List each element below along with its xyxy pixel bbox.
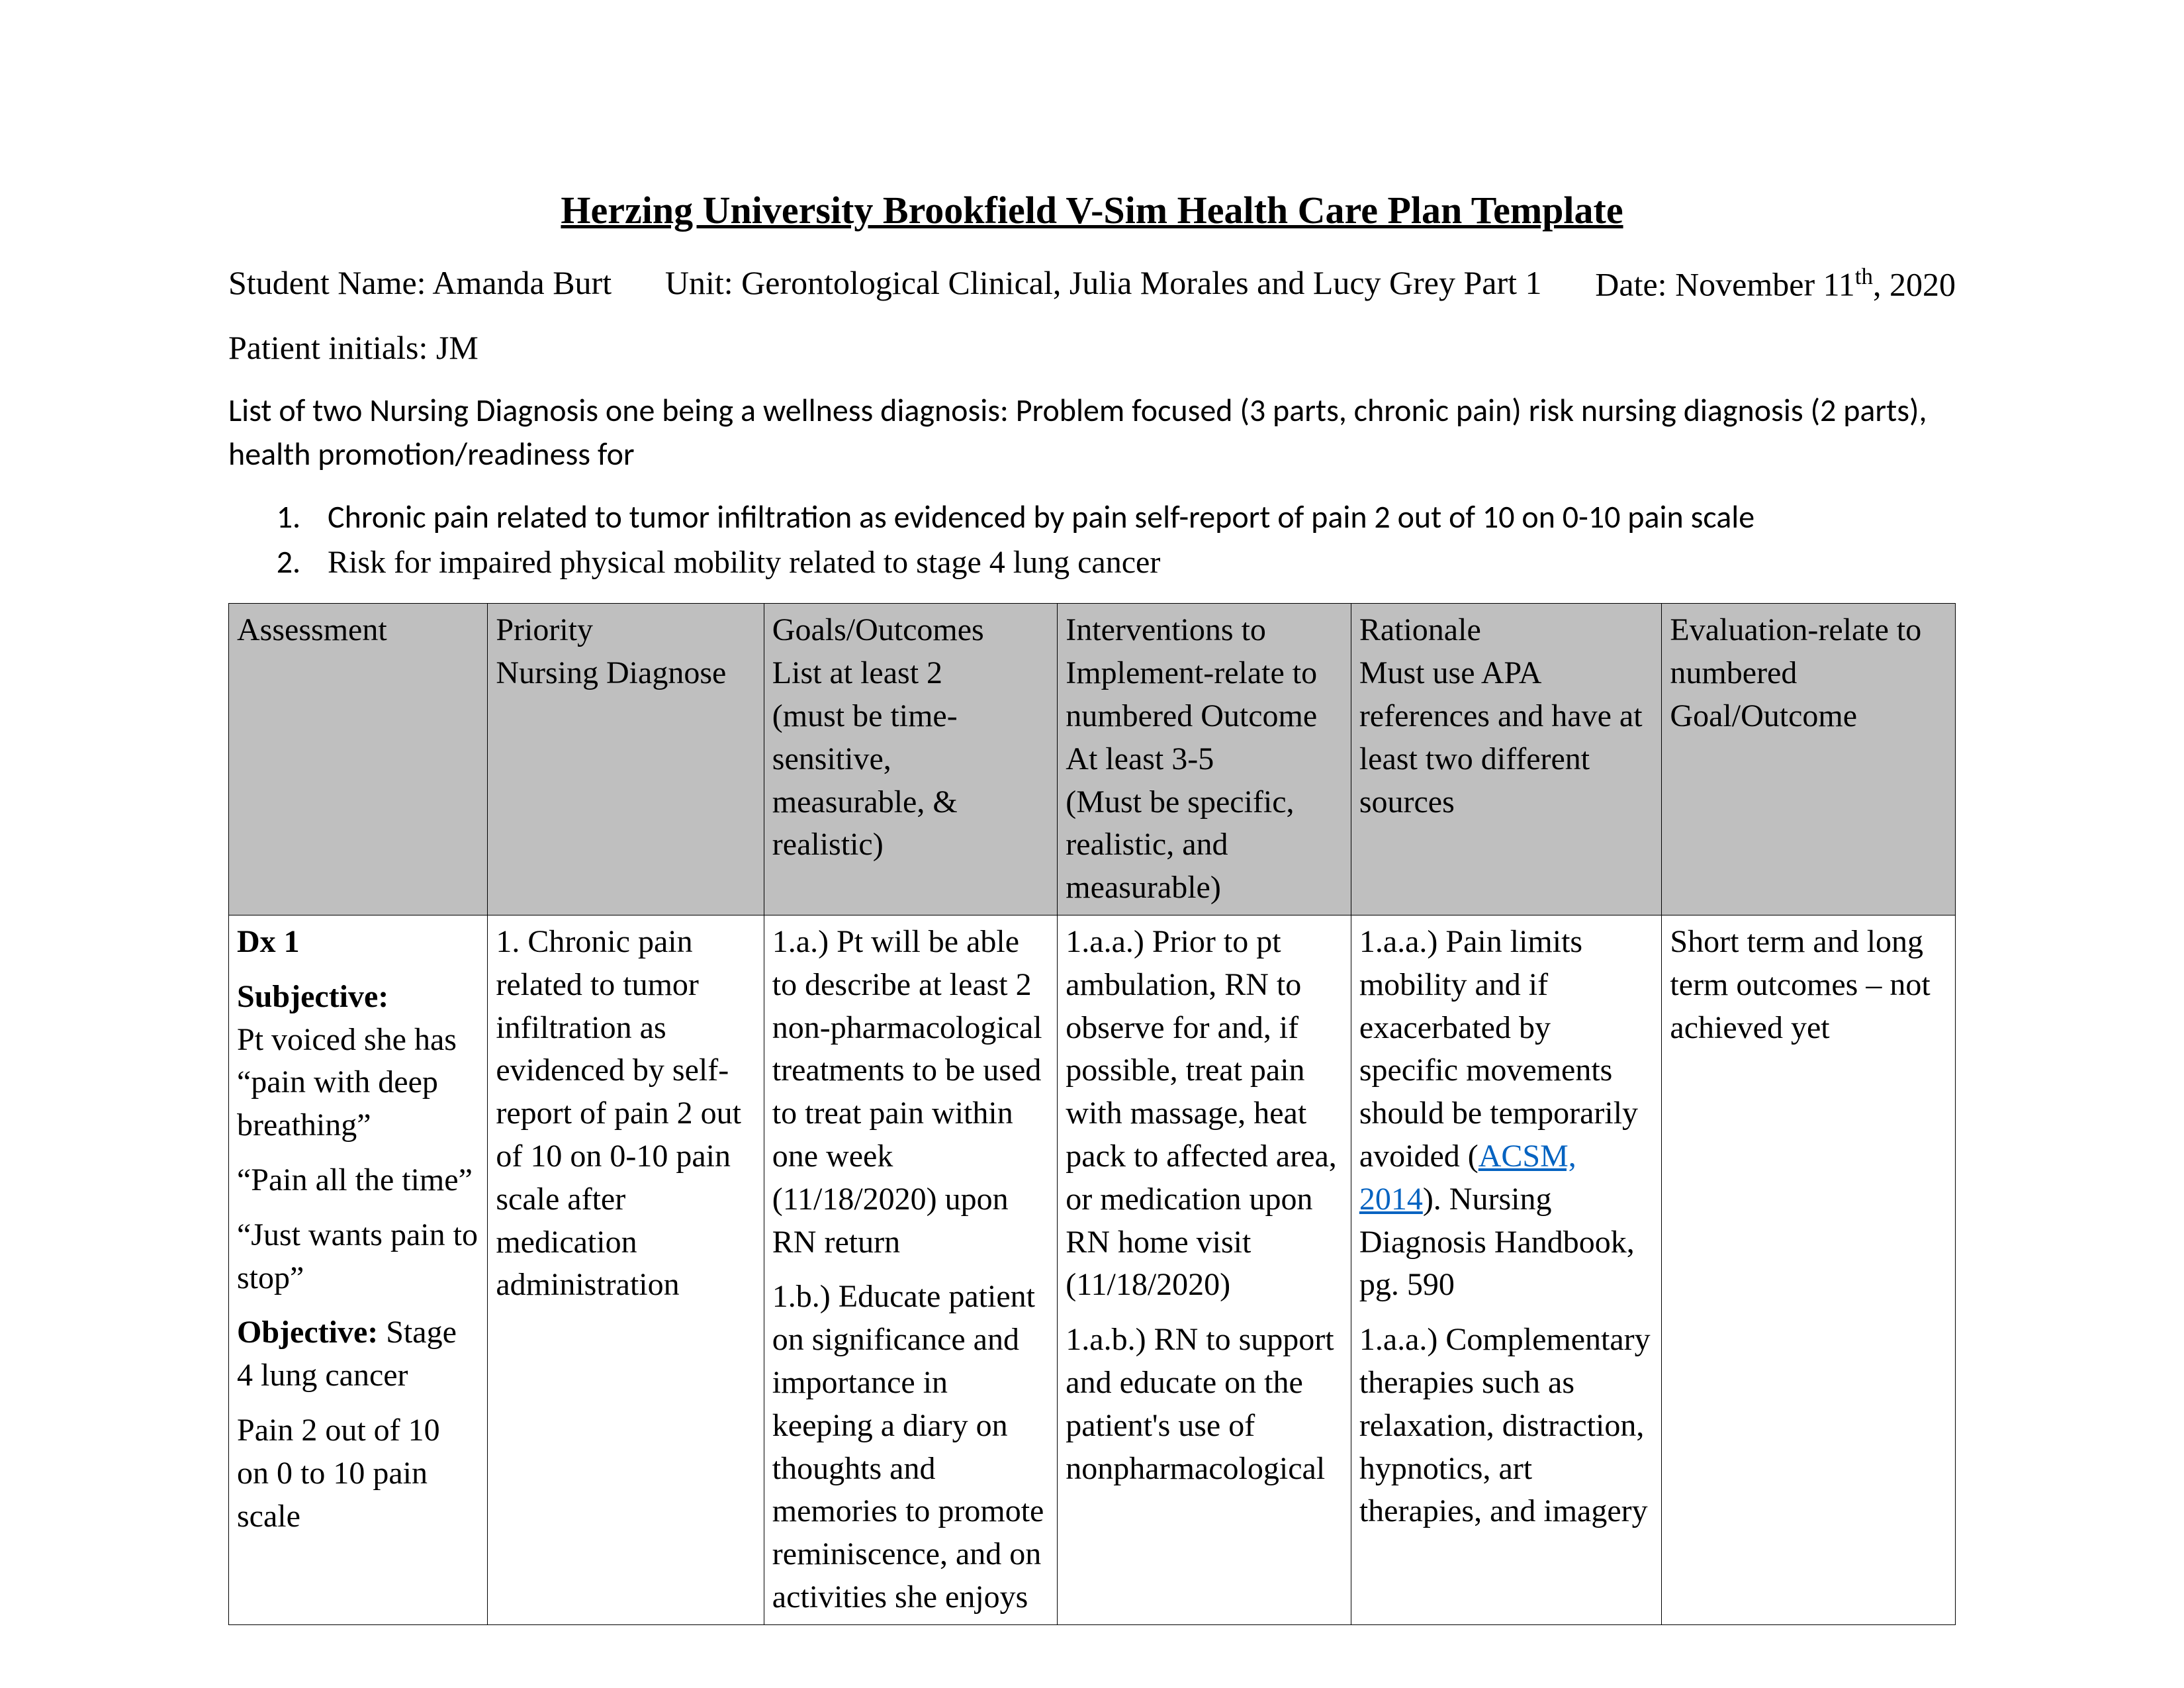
header-line: (Must be specific, realistic, and measur… <box>1066 781 1343 910</box>
col-header-assessment: Assessment <box>229 604 488 915</box>
col-header-goals: Goals/Outcomes List at least 2 (must be … <box>764 604 1058 915</box>
patient-label: Patient initials: <box>228 329 436 366</box>
cell-rationale: 1.a.a.) Pain limits mobility and if exac… <box>1351 915 1662 1625</box>
cell-evaluation: Short term and long term outcomes – not … <box>1662 915 1956 1625</box>
intervention-text: 1.a.b.) RN to support and educate on the… <box>1066 1319 1343 1490</box>
student-label: Student Name: <box>228 264 432 301</box>
header-line: (must be time-sensitive, measurable, & r… <box>772 695 1050 867</box>
col-header-priority: Priority Nursing Diagnose <box>488 604 764 915</box>
subjective-label: Subjective: <box>237 979 388 1014</box>
careplan-table: Assessment Priority Nursing Diagnose Goa… <box>228 603 1956 1624</box>
table-header-row: Assessment Priority Nursing Diagnose Goa… <box>229 604 1956 915</box>
subjective-text: “Just wants pain to stop” <box>237 1214 479 1300</box>
header-line: Interventions to Implement-relate to num… <box>1066 609 1343 737</box>
header-line: Must use APA references and have at leas… <box>1359 652 1654 823</box>
header-line: Goals/Outcomes <box>772 609 1050 652</box>
diagnosis-intro-lead: List of two Nursing Diagnosis one being … <box>228 391 1016 430</box>
date-value-pre: November 11 <box>1675 266 1855 303</box>
diagnosis-intro: List of two Nursing Diagnosis one being … <box>228 389 1956 477</box>
subjective-text: Pt voiced she has “pain with deep breath… <box>237 1022 457 1143</box>
patient-value: JM <box>436 329 478 366</box>
col-header-evaluation: Evaluation-relate to numbered Goal/Outco… <box>1662 604 1956 915</box>
header-line: Priority <box>496 609 755 652</box>
unit-value: Gerontological Clinical, Julia Morales a… <box>741 264 1541 301</box>
date-value-post: , 2020 <box>1873 266 1956 303</box>
rationale-text: 1.a.a.) Pain limits mobility and if exac… <box>1359 921 1654 1307</box>
header-line: List at least 2 <box>772 652 1050 695</box>
date-label: Date: <box>1595 266 1675 303</box>
list-item: Risk for impaired physical mobility rela… <box>308 541 1956 583</box>
priority-text: 1. Chronic pain related to tumor infiltr… <box>496 921 755 1307</box>
rationale-text: 1.a.a.) Complementary therapies such as … <box>1359 1319 1654 1533</box>
list-item: Chronic pain related to tumor infiltrati… <box>308 496 1956 538</box>
assessment-objective: Objective: Stage 4 lung cancer <box>237 1311 479 1397</box>
date-field: Date: November 11th, 2020 <box>1595 261 1956 306</box>
date-value-sup: th <box>1855 263 1873 289</box>
unit-field: Unit: Gerontological Clinical, Julia Mor… <box>665 261 1542 306</box>
objective-label: Objective: <box>237 1315 386 1350</box>
subjective-text: “Pain all the time” <box>237 1159 479 1202</box>
col-header-rationale: Rationale Must use APA references and ha… <box>1351 604 1662 915</box>
rationale-pre: 1.a.a.) Pain limits mobility and if exac… <box>1359 924 1638 1174</box>
goal-text: 1.a.) Pt will be able to describe at lea… <box>772 921 1050 1264</box>
student-name: Amanda Burt <box>432 264 612 301</box>
evaluation-text: Short term and long term outcomes – not … <box>1670 921 1947 1049</box>
header-line: At least 3-5 <box>1066 738 1343 781</box>
table-row: Dx 1 Subjective: Pt voiced she has “pain… <box>229 915 1956 1625</box>
cell-goals: 1.a.) Pt will be able to describe at lea… <box>764 915 1058 1625</box>
cell-interventions: 1.a.a.) Prior to pt ambulation, RN to ob… <box>1058 915 1351 1625</box>
assessment-subjective: Subjective: Pt voiced she has “pain with… <box>237 976 479 1147</box>
col-header-interventions: Interventions to Implement-relate to num… <box>1058 604 1351 915</box>
diagnosis-list: Chronic pain related to tumor infiltrati… <box>228 496 1956 584</box>
patient-initials-line: Patient initials: JM <box>228 326 1956 369</box>
page-title: Herzing University Brookfield V-Sim Heal… <box>228 185 1956 235</box>
unit-label: Unit: <box>665 264 741 301</box>
cell-assessment: Dx 1 Subjective: Pt voiced she has “pain… <box>229 915 488 1625</box>
goal-text: 1.b.) Educate patient on significance an… <box>772 1276 1050 1618</box>
assessment-dx: Dx 1 <box>237 921 479 964</box>
cell-priority: 1. Chronic pain related to tumor infiltr… <box>488 915 764 1625</box>
intervention-text: 1.a.a.) Prior to pt ambulation, RN to ob… <box>1066 921 1343 1307</box>
header-line: Nursing Diagnose <box>496 652 755 695</box>
objective-text: Pain 2 out of 10 on 0 to 10 pain scale <box>237 1409 479 1538</box>
header-line: Rationale <box>1359 609 1654 652</box>
info-row: Student Name: Amanda Burt Unit: Gerontol… <box>228 261 1956 306</box>
student-name-field: Student Name: Amanda Burt <box>228 261 612 306</box>
